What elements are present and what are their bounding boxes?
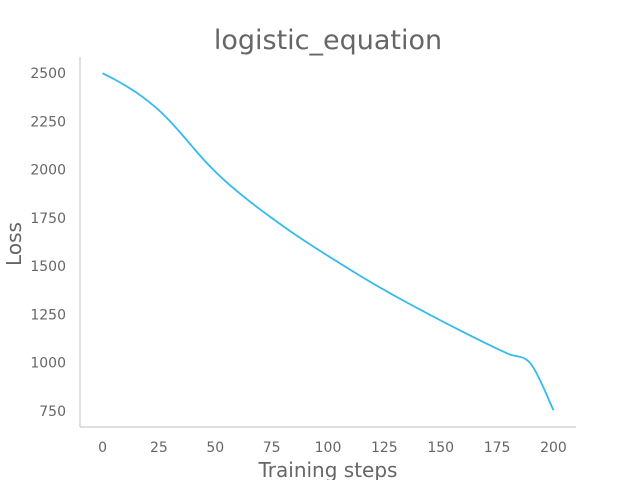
y-tick-label: 2500 (30, 66, 66, 82)
y-tick-label: 1500 (30, 259, 66, 275)
x-tick-label: 50 (206, 440, 224, 456)
y-tick-labels: 750 1000 1250 1500 1750 2000 2250 2500 (30, 66, 66, 420)
x-tick-labels: 0 25 50 75 100 125 150 175 200 (98, 440, 567, 456)
y-tick-label: 2250 (30, 114, 66, 130)
y-tick-label: 2000 (30, 163, 66, 179)
y-tick-label: 1000 (30, 356, 66, 372)
y-tick-label: 1250 (30, 307, 66, 323)
y-tick-label: 750 (39, 404, 66, 420)
x-tick-label: 150 (427, 440, 454, 456)
x-tick-label: 175 (484, 440, 511, 456)
series-group (102, 72, 555, 411)
x-axis-label: Training steps (258, 458, 398, 480)
x-tick-label: 125 (371, 440, 398, 456)
x-tick-label: 0 (98, 440, 107, 456)
chart-title: logistic_equation (214, 25, 442, 56)
y-axis-label: Loss (2, 222, 26, 266)
x-tick-label: 100 (315, 440, 342, 456)
plot-area: 0 25 50 75 100 125 150 175 200 750 1000 1250 1500 17… (30, 57, 576, 456)
x-tick-label: 25 (150, 440, 168, 456)
series-line (102, 72, 555, 411)
x-tick-label: 200 (540, 440, 567, 456)
y-tick-label: 1750 (30, 211, 66, 227)
x-tick-label: 75 (263, 440, 281, 456)
